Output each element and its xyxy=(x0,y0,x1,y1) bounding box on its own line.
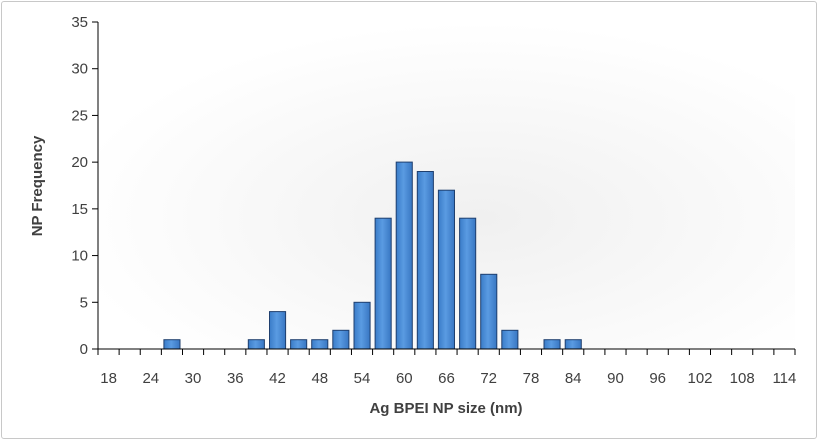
x-tick-label: 66 xyxy=(438,370,455,387)
y-tick-label: 30 xyxy=(71,61,88,78)
x-tick-label: 36 xyxy=(227,370,244,387)
bar-63 xyxy=(416,171,434,350)
x-tick-label: 78 xyxy=(523,370,540,387)
y-tick-label: 25 xyxy=(71,107,88,124)
x-tick-label: 90 xyxy=(607,370,624,387)
bar-75 xyxy=(501,329,519,350)
bar-69 xyxy=(459,217,477,350)
bar-81 xyxy=(543,339,561,350)
bar-54 xyxy=(353,301,371,350)
y-tick-label: 0 xyxy=(80,341,88,358)
x-tick-label: 84 xyxy=(565,370,582,387)
x-tick-label: 18 xyxy=(100,370,117,387)
y-tick-label: 15 xyxy=(71,201,88,218)
x-tick-label: 60 xyxy=(396,370,413,387)
y-tick-label: 20 xyxy=(71,154,88,171)
x-tick-label: 30 xyxy=(185,370,202,387)
x-tick-label: 102 xyxy=(687,370,712,387)
x-tick-label: 42 xyxy=(269,370,286,387)
x-tick-label: 96 xyxy=(649,370,666,387)
y-axis-title: NP Frequency xyxy=(29,135,46,236)
bar-42 xyxy=(269,311,287,350)
bar-39 xyxy=(247,339,265,350)
x-tick-label: 54 xyxy=(354,370,371,387)
bar-51 xyxy=(332,329,350,350)
x-tick-label: 108 xyxy=(730,370,755,387)
x-tick-label: 114 xyxy=(772,370,796,387)
bar-60 xyxy=(395,161,413,350)
x-tick-label: 24 xyxy=(142,370,159,387)
bar-72 xyxy=(480,273,498,350)
bar-84 xyxy=(564,339,582,350)
bar-57 xyxy=(374,217,392,350)
y-tick-label: 35 xyxy=(71,14,88,31)
y-tick-label: 10 xyxy=(71,248,88,265)
bar-48 xyxy=(311,339,329,350)
bar-45 xyxy=(290,339,308,350)
y-tick-label: 5 xyxy=(80,294,88,311)
x-tick-label: 72 xyxy=(480,370,497,387)
x-tick-label: 48 xyxy=(311,370,328,387)
bar-27 xyxy=(163,339,181,350)
bar-66 xyxy=(437,189,455,350)
x-axis-title: Ag BPEI NP size (nm) xyxy=(369,400,522,417)
